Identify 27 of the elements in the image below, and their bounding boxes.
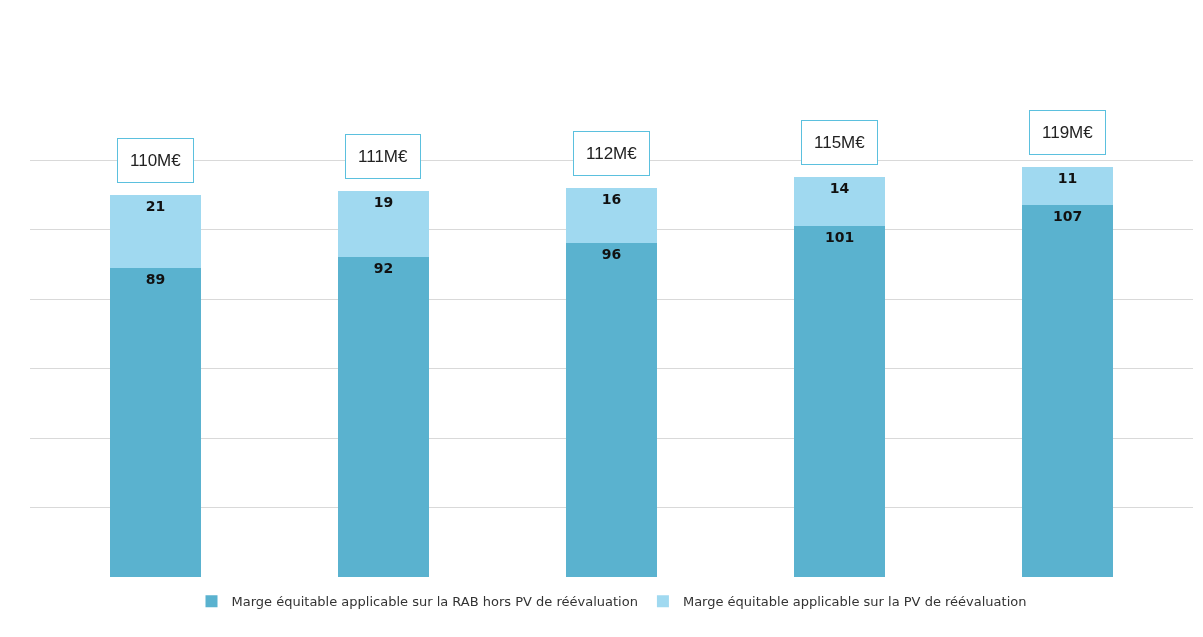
total-label: 110M€ (130, 151, 182, 170)
bar (109, 194, 202, 268)
data-label: 19 (373, 194, 394, 211)
bar (337, 191, 430, 258)
bar (565, 243, 658, 577)
bar (1021, 205, 1114, 577)
legend-label: Marge équitable applicable sur la PV de réévaluation (682, 594, 1027, 610)
data-label: 16 (601, 190, 622, 207)
bar (793, 177, 886, 227)
data-label: 96 (601, 246, 622, 263)
data-label: 89 (145, 270, 166, 287)
total-label: 112M€ (586, 144, 638, 163)
total-label: 119M€ (1042, 123, 1094, 142)
data-label: 11 (1057, 170, 1078, 186)
total-label: 111M€ (358, 147, 408, 166)
bar (1021, 167, 1114, 206)
bar (565, 187, 658, 244)
data-label: 107 (1052, 208, 1083, 225)
bar (337, 257, 430, 577)
data-label: 92 (373, 260, 394, 277)
data-label: 101 (824, 229, 855, 246)
bar (793, 226, 886, 577)
bar (109, 267, 202, 577)
legend-label: Marge équitable applicable sur la RAB hors PV de réévaluation (231, 594, 638, 610)
data-label: 14 (829, 180, 850, 197)
data-label: 21 (145, 197, 166, 214)
total-label: 115M€ (814, 133, 866, 152)
